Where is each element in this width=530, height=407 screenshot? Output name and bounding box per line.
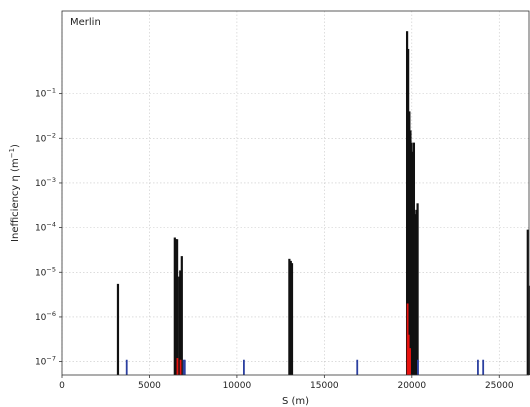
- x-axis-label: S (m): [282, 396, 309, 407]
- x-tick-label: 0: [59, 381, 65, 391]
- bar-blue: [182, 359, 185, 375]
- bar-red: [409, 348, 411, 375]
- x-tick-label: 15000: [310, 381, 339, 391]
- x-tick-label: 20000: [397, 381, 426, 391]
- annotation-label: Merlin: [70, 17, 101, 28]
- bar-blue: [477, 359, 479, 375]
- x-tick-label: 25000: [485, 381, 514, 391]
- bar-red: [179, 359, 182, 375]
- y-tick-label: 10−5: [35, 265, 56, 278]
- bar-black: [413, 214, 417, 375]
- y-tick-label: 10−4: [35, 221, 56, 234]
- y-tick-label: 10−3: [35, 176, 56, 189]
- bar-red: [406, 303, 409, 375]
- bar-black: [411, 151, 414, 375]
- bar-red: [176, 358, 179, 375]
- x-tick-label: 5000: [138, 381, 161, 391]
- bar-black: [175, 239, 179, 375]
- bar-blue: [125, 359, 128, 375]
- y-tick-label: 10−1: [35, 87, 56, 100]
- grid: [61, 11, 529, 375]
- y-axis-label-main: Inefficiency η (m: [10, 158, 21, 242]
- bar-black: [288, 258, 291, 375]
- bar-black: [415, 209, 418, 375]
- bar-blue: [482, 359, 485, 375]
- bar-red: [407, 334, 410, 375]
- bar-black: [290, 263, 294, 375]
- y-tick-label: 10−2: [35, 131, 56, 144]
- y-axis-ticks: 10−7 10−6 10−5 10−4 10−3 10−2 10−1: [35, 87, 62, 368]
- bar-black: [289, 260, 292, 375]
- x-axis-ticks: 0 5000 10000 15000 20000 25000: [59, 375, 514, 391]
- bars: [116, 31, 530, 376]
- y-tick-label: 10−7: [35, 355, 56, 368]
- y-axis-label-end: ): [10, 144, 21, 148]
- bar-blue: [243, 359, 245, 375]
- plot-frame: [61, 10, 530, 376]
- bar-black: [116, 283, 120, 375]
- bar-blue: [417, 359, 419, 375]
- y-axis-label-sup: −1: [8, 148, 16, 158]
- y-axis-label: Inefficiency η (m−1): [8, 144, 21, 242]
- bar-black: [416, 203, 419, 375]
- bar-black: [410, 142, 413, 375]
- x-tick-label: 10000: [223, 381, 252, 391]
- bar-black: [180, 256, 183, 375]
- bar-black: [407, 48, 410, 375]
- y-tick-label: 10−6: [35, 310, 56, 323]
- bar-blue: [356, 359, 359, 375]
- bar-blue: [183, 359, 186, 375]
- bar-black: [179, 270, 182, 375]
- bar-black: [173, 237, 176, 375]
